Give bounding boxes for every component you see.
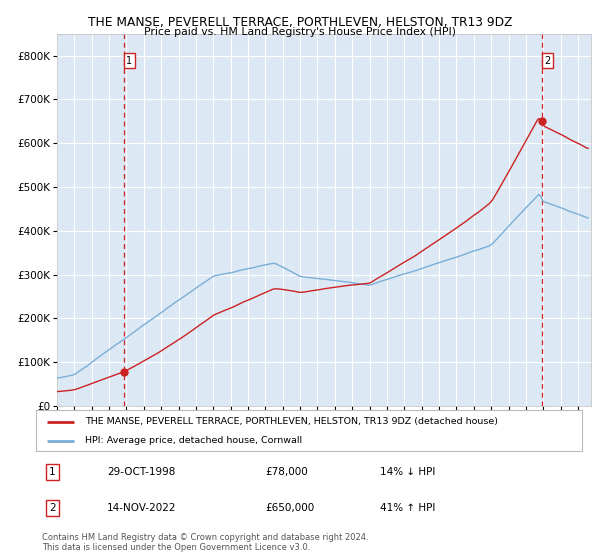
Text: THE MANSE, PEVERELL TERRACE, PORTHLEVEN, HELSTON, TR13 9DZ (detached house): THE MANSE, PEVERELL TERRACE, PORTHLEVEN,…: [85, 417, 498, 426]
Text: Price paid vs. HM Land Registry's House Price Index (HPI): Price paid vs. HM Land Registry's House …: [144, 27, 456, 37]
Text: £650,000: £650,000: [265, 503, 314, 513]
Text: 41% ↑ HPI: 41% ↑ HPI: [380, 503, 436, 513]
Text: This data is licensed under the Open Government Licence v3.0.: This data is licensed under the Open Gov…: [42, 543, 310, 552]
Text: 1: 1: [49, 467, 56, 477]
Text: 1: 1: [126, 55, 132, 66]
Text: £78,000: £78,000: [265, 467, 308, 477]
Text: 2: 2: [544, 55, 551, 66]
Text: THE MANSE, PEVERELL TERRACE, PORTHLEVEN, HELSTON, TR13 9DZ: THE MANSE, PEVERELL TERRACE, PORTHLEVEN,…: [88, 16, 512, 29]
Text: Contains HM Land Registry data © Crown copyright and database right 2024.: Contains HM Land Registry data © Crown c…: [42, 533, 368, 542]
Text: HPI: Average price, detached house, Cornwall: HPI: Average price, detached house, Corn…: [85, 436, 302, 445]
Text: 14% ↓ HPI: 14% ↓ HPI: [380, 467, 436, 477]
Text: 14-NOV-2022: 14-NOV-2022: [107, 503, 176, 513]
Text: 29-OCT-1998: 29-OCT-1998: [107, 467, 175, 477]
Text: 2: 2: [49, 503, 56, 513]
